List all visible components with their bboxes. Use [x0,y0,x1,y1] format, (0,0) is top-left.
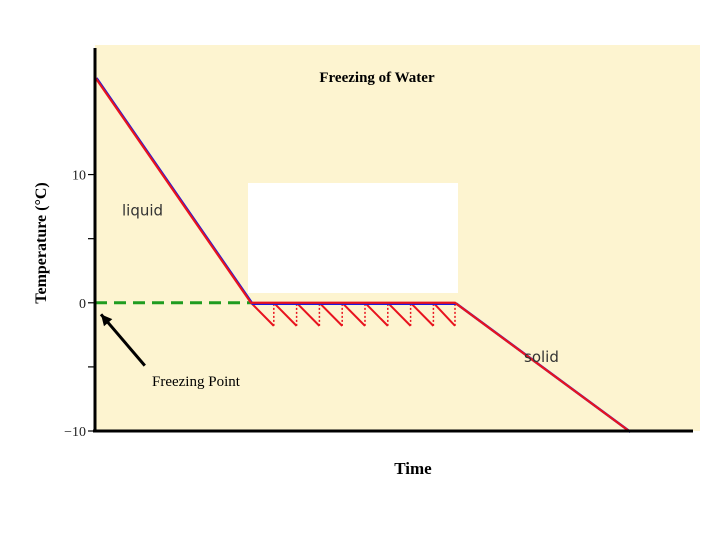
x-axis-label: Time [394,459,432,478]
y-tick-label-2: 0 [79,297,86,312]
annotation-1: solid [524,348,559,366]
supercool-tooth-0 [250,302,275,327]
chart-title: Freezing of Water [319,70,435,86]
y-tick-label-4: −10 [64,425,86,440]
y-axis-label: Temperature (°C) [33,182,50,303]
supercool-tooth-4 [341,302,366,327]
supercool-tooth-5 [364,302,389,327]
supercool-tooth-7 [409,302,435,327]
supercool-tooth-6 [387,302,412,327]
annotation-2: Freezing Point [152,374,241,390]
freezing-point-arrow [99,313,146,367]
annotation-layer: liquid solid Freezing Point [99,202,559,390]
annotation-0: liquid [122,202,163,220]
supercool-tooth-2 [295,302,321,327]
supercool-tooth-8 [432,302,456,327]
y-tick-label-0: 10 [72,169,86,184]
supercool-tooth-1 [273,302,298,327]
supercool-tooth-3 [318,302,343,327]
freezing-point-arrowhead [101,314,113,327]
y-tick-layer: 10 0 −10 [64,169,95,440]
blank-label-box [248,183,458,293]
cooling-curve-red [94,76,630,432]
series-layer [94,76,632,434]
